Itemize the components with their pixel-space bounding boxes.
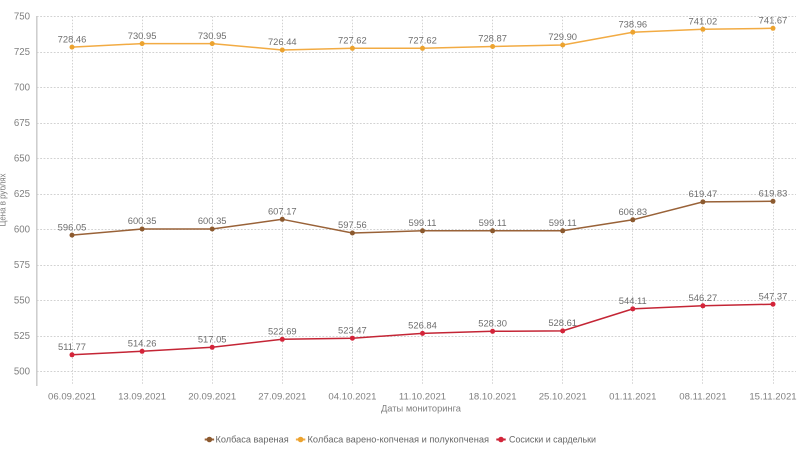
- svg-text:04.10.2021: 04.10.2021: [328, 392, 376, 403]
- svg-text:20.09.2021: 20.09.2021: [188, 392, 236, 403]
- svg-text:500: 500: [14, 367, 31, 378]
- svg-text:619.83: 619.83: [759, 188, 788, 199]
- svg-text:607.17: 607.17: [268, 206, 297, 217]
- svg-text:528.30: 528.30: [478, 318, 507, 329]
- svg-text:514.26: 514.26: [128, 338, 157, 349]
- svg-text:599.11: 599.11: [549, 217, 577, 228]
- svg-text:750: 750: [14, 12, 31, 23]
- svg-text:730.95: 730.95: [128, 30, 157, 41]
- svg-text:25.10.2021: 25.10.2021: [539, 392, 587, 403]
- svg-text:599.11: 599.11: [409, 217, 437, 228]
- svg-text:544.11: 544.11: [619, 295, 647, 306]
- svg-text:675: 675: [14, 118, 30, 129]
- svg-text:13.09.2021: 13.09.2021: [118, 392, 166, 403]
- svg-text:597.56: 597.56: [338, 219, 367, 230]
- svg-text:741.67: 741.67: [759, 15, 788, 26]
- svg-text:619.47: 619.47: [689, 188, 718, 199]
- svg-text:600: 600: [14, 225, 31, 236]
- svg-text:725: 725: [14, 47, 30, 58]
- svg-text:08.11.2021: 08.11.2021: [679, 392, 726, 403]
- svg-text:726.44: 726.44: [268, 36, 297, 47]
- svg-text:600.35: 600.35: [128, 215, 157, 226]
- svg-text:525: 525: [14, 331, 30, 342]
- svg-text:Сосиски и сардельки: Сосиски и сардельки: [509, 434, 596, 444]
- svg-text:727.62: 727.62: [408, 35, 437, 46]
- svg-text:550: 550: [14, 296, 31, 307]
- svg-text:15.11.2021: 15.11.2021: [749, 392, 796, 403]
- svg-text:01.11.2021: 01.11.2021: [609, 392, 656, 403]
- svg-text:741.02: 741.02: [689, 16, 718, 27]
- svg-text:511.77: 511.77: [58, 341, 86, 352]
- svg-text:738.96: 738.96: [618, 18, 647, 29]
- svg-text:606.83: 606.83: [618, 206, 647, 217]
- svg-text:Колбаса варено-копченая и полу: Колбаса варено-копченая и полукопченая: [308, 434, 490, 444]
- svg-text:528.61: 528.61: [548, 317, 577, 328]
- svg-text:547.37: 547.37: [759, 290, 788, 301]
- svg-text:Цена в рублях: Цена в рублях: [0, 173, 8, 227]
- svg-text:517.05: 517.05: [198, 334, 227, 345]
- svg-text:11.10.2021: 11.10.2021: [399, 392, 446, 403]
- svg-text:650: 650: [14, 154, 31, 165]
- svg-text:Даты мониторинга: Даты мониторинга: [381, 404, 461, 414]
- svg-text:727.62: 727.62: [338, 35, 367, 46]
- svg-text:546.27: 546.27: [689, 292, 718, 303]
- svg-text:728.87: 728.87: [478, 33, 507, 44]
- svg-text:625: 625: [14, 189, 30, 200]
- svg-text:27.09.2021: 27.09.2021: [258, 392, 306, 403]
- svg-text:06.09.2021: 06.09.2021: [48, 392, 96, 403]
- svg-text:730.95: 730.95: [198, 30, 227, 41]
- svg-text:729.90: 729.90: [548, 31, 577, 42]
- svg-text:599.11: 599.11: [479, 217, 507, 228]
- svg-text:Колбаса вареная: Колбаса вареная: [216, 434, 289, 444]
- svg-text:575: 575: [14, 260, 30, 271]
- svg-text:728.46: 728.46: [58, 33, 87, 44]
- svg-text:700: 700: [14, 83, 31, 94]
- svg-text:18.10.2021: 18.10.2021: [469, 392, 517, 403]
- svg-text:523.47: 523.47: [338, 324, 367, 335]
- svg-text:526.84: 526.84: [408, 320, 437, 331]
- svg-text:600.35: 600.35: [198, 215, 227, 226]
- svg-text:596.05: 596.05: [58, 221, 87, 232]
- svg-text:522.69: 522.69: [268, 326, 297, 337]
